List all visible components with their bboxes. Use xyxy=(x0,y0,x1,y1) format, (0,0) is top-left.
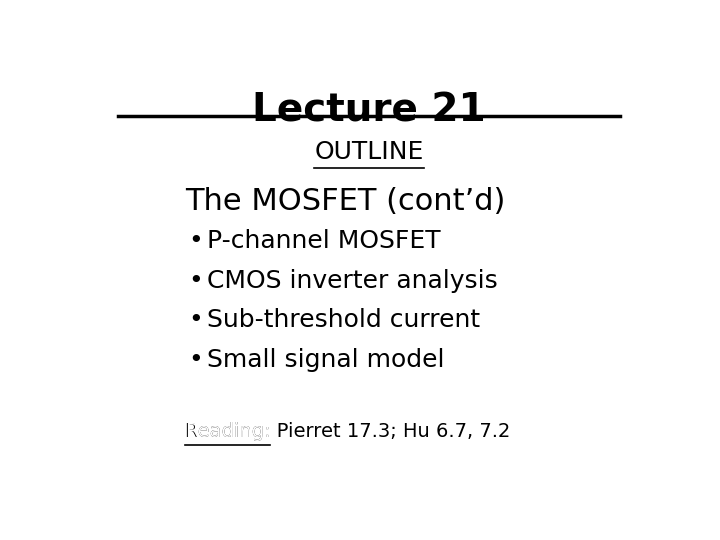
Text: Small signal model: Small signal model xyxy=(207,348,445,372)
Text: Sub-threshold current: Sub-threshold current xyxy=(207,308,480,332)
Text: •: • xyxy=(189,348,203,372)
Text: •: • xyxy=(189,308,203,332)
Text: •: • xyxy=(189,268,203,293)
Text: Reading: Pierret 17.3; Hu 6.7, 7.2: Reading: Pierret 17.3; Hu 6.7, 7.2 xyxy=(185,422,510,441)
Text: CMOS inverter analysis: CMOS inverter analysis xyxy=(207,268,498,293)
Text: OUTLINE: OUTLINE xyxy=(315,140,423,164)
Text: Reading:: Reading: xyxy=(185,422,271,441)
Text: •: • xyxy=(189,229,203,253)
Text: Lecture 21: Lecture 21 xyxy=(252,92,486,130)
Text: The MOSFET (cont’d): The MOSFET (cont’d) xyxy=(185,187,505,217)
Text: P-channel MOSFET: P-channel MOSFET xyxy=(207,229,441,253)
